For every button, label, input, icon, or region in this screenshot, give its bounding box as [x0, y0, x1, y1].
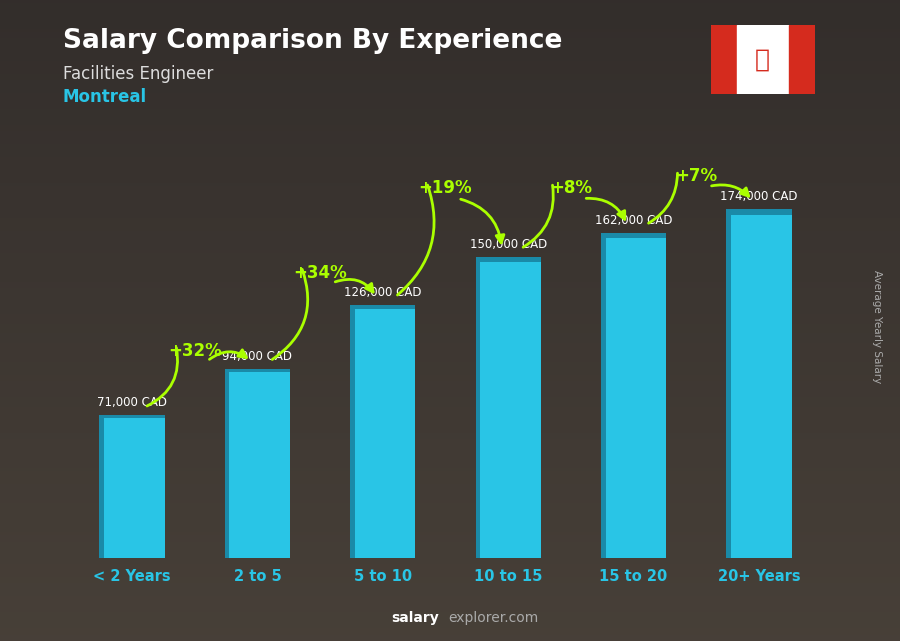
Bar: [475, 256, 541, 558]
Bar: [601, 233, 666, 238]
Bar: [475, 256, 541, 262]
Bar: [99, 415, 165, 558]
Text: Montreal: Montreal: [63, 88, 147, 106]
Text: 94,000 CAD: 94,000 CAD: [222, 350, 292, 363]
Text: 162,000 CAD: 162,000 CAD: [595, 213, 672, 226]
Bar: [225, 369, 230, 558]
Text: +7%: +7%: [675, 167, 717, 185]
Text: Salary Comparison By Experience: Salary Comparison By Experience: [63, 28, 562, 54]
Text: 150,000 CAD: 150,000 CAD: [470, 238, 547, 251]
Bar: [225, 369, 290, 372]
Bar: [788, 25, 814, 94]
Bar: [350, 305, 416, 558]
Bar: [601, 233, 606, 558]
Text: Average Yearly Salary: Average Yearly Salary: [872, 271, 883, 383]
Bar: [225, 369, 290, 558]
Bar: [726, 208, 792, 215]
Bar: [601, 233, 666, 558]
Text: Facilities Engineer: Facilities Engineer: [63, 65, 213, 83]
Text: 71,000 CAD: 71,000 CAD: [97, 396, 167, 409]
Bar: [350, 305, 416, 310]
Bar: [350, 305, 355, 558]
Text: 🍁: 🍁: [755, 47, 770, 71]
Text: explorer.com: explorer.com: [448, 611, 538, 625]
Bar: [737, 25, 788, 94]
Text: 126,000 CAD: 126,000 CAD: [344, 286, 421, 299]
Bar: [99, 415, 104, 558]
Bar: [99, 415, 165, 418]
Text: +19%: +19%: [418, 179, 472, 197]
Text: +8%: +8%: [550, 179, 592, 197]
Bar: [726, 208, 792, 558]
Bar: [475, 256, 481, 558]
Text: +34%: +34%: [293, 263, 347, 282]
Text: +32%: +32%: [167, 342, 221, 360]
Bar: [711, 25, 737, 94]
Text: salary: salary: [392, 611, 439, 625]
Text: 174,000 CAD: 174,000 CAD: [720, 190, 797, 203]
Bar: [726, 208, 731, 558]
